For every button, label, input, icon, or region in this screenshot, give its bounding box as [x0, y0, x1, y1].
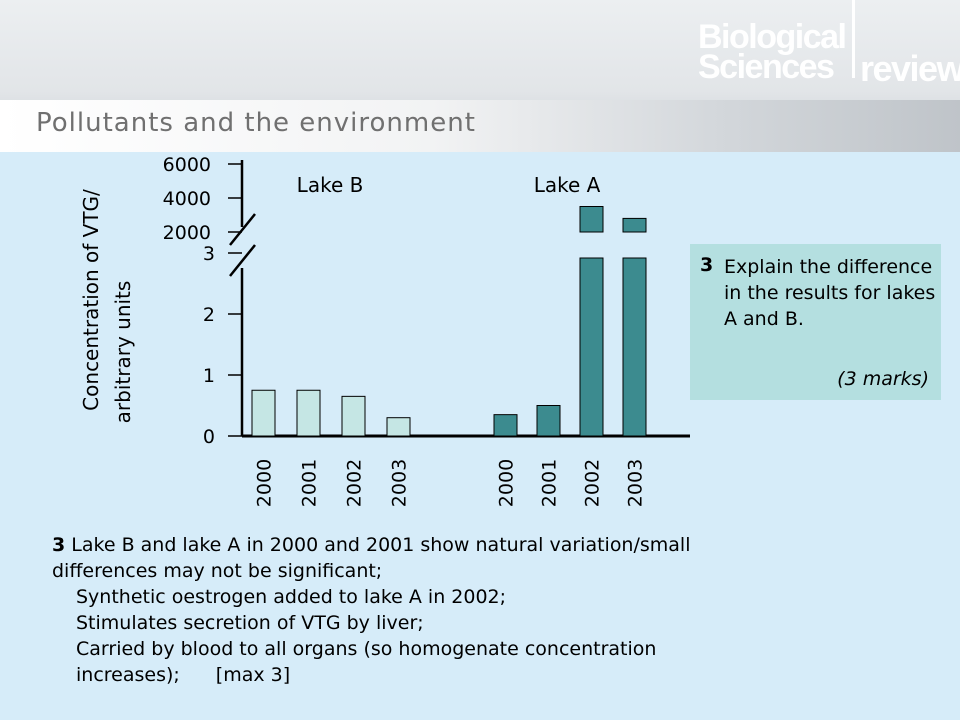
answer-max: [max 3] [215, 664, 291, 686]
y-tick-label: 2 [203, 304, 215, 326]
y-tick-label: 2000 [163, 222, 211, 244]
bar [386, 417, 411, 437]
group-label: Lake B [297, 173, 364, 197]
logo-text-sciences: Sciences [698, 48, 835, 86]
x-tick-label: 2000 [254, 459, 276, 507]
y-tick-label: 4000 [163, 188, 211, 210]
y-axis-label-line1: Concentration of VTG/ [79, 189, 103, 411]
answer-line-1-text: Lake B and lake A in 2000 and 2001 show … [71, 534, 691, 556]
logo-divider [852, 0, 855, 78]
bar [296, 389, 321, 437]
question-text: Explain the difference in the results fo… [724, 256, 936, 330]
bar [251, 389, 276, 437]
x-tick-label: 2003 [389, 459, 411, 507]
y-tick-label: 3 [203, 243, 215, 265]
axis-break-mark [229, 213, 256, 246]
logo-text-biological: Biological [698, 18, 847, 56]
answer-number: 3 [52, 534, 66, 556]
bar [536, 405, 561, 437]
bar [622, 257, 647, 437]
x-tick-label: 2001 [539, 459, 561, 507]
y-tick-label: 1 [203, 365, 215, 387]
answer-line-3: Synthetic oestrogen added to lake A in 2… [76, 586, 507, 608]
bar-cap [579, 206, 604, 233]
x-tick-label: 2002 [344, 459, 366, 507]
x-tick-label: 2002 [582, 459, 604, 507]
answer-block: 3 Lake B and lake A in 2000 and 2001 sho… [52, 532, 932, 688]
answer-line-6: increases); [max 3] [52, 662, 932, 688]
bar [341, 395, 366, 437]
x-tick-label: 2003 [625, 459, 647, 507]
x-tick-label: 2000 [496, 459, 518, 507]
question-box: 3 Explain the difference in the results … [690, 244, 941, 400]
page-title: Pollutants and the environment [36, 108, 476, 138]
question-number: 3 [700, 254, 714, 276]
answer-line-1: 3 Lake B and lake A in 2000 and 2001 sho… [52, 532, 932, 558]
y-axis-label-line2: arbitrary units [111, 281, 135, 424]
y-tick-label: 0 [203, 426, 215, 448]
x-tick-label: 2001 [299, 459, 321, 507]
answer-line-4: Stimulates secretion of VTG by liver; [76, 612, 424, 634]
answer-line-5: Carried by blood to all organs (so homog… [76, 638, 657, 660]
answer-line-6-text: increases); [76, 664, 180, 686]
axis-break-mark [229, 244, 256, 277]
bar [579, 257, 604, 437]
bar-cap [622, 217, 647, 233]
title-band [0, 100, 960, 152]
question-marks: (3 marks) [837, 368, 929, 390]
bar [493, 414, 518, 437]
y-tick-label: 6000 [163, 154, 211, 176]
logo-text-review: review [860, 48, 960, 89]
group-label: Lake A [534, 173, 601, 197]
answer-line-2: differences may not be significant; [52, 560, 383, 582]
